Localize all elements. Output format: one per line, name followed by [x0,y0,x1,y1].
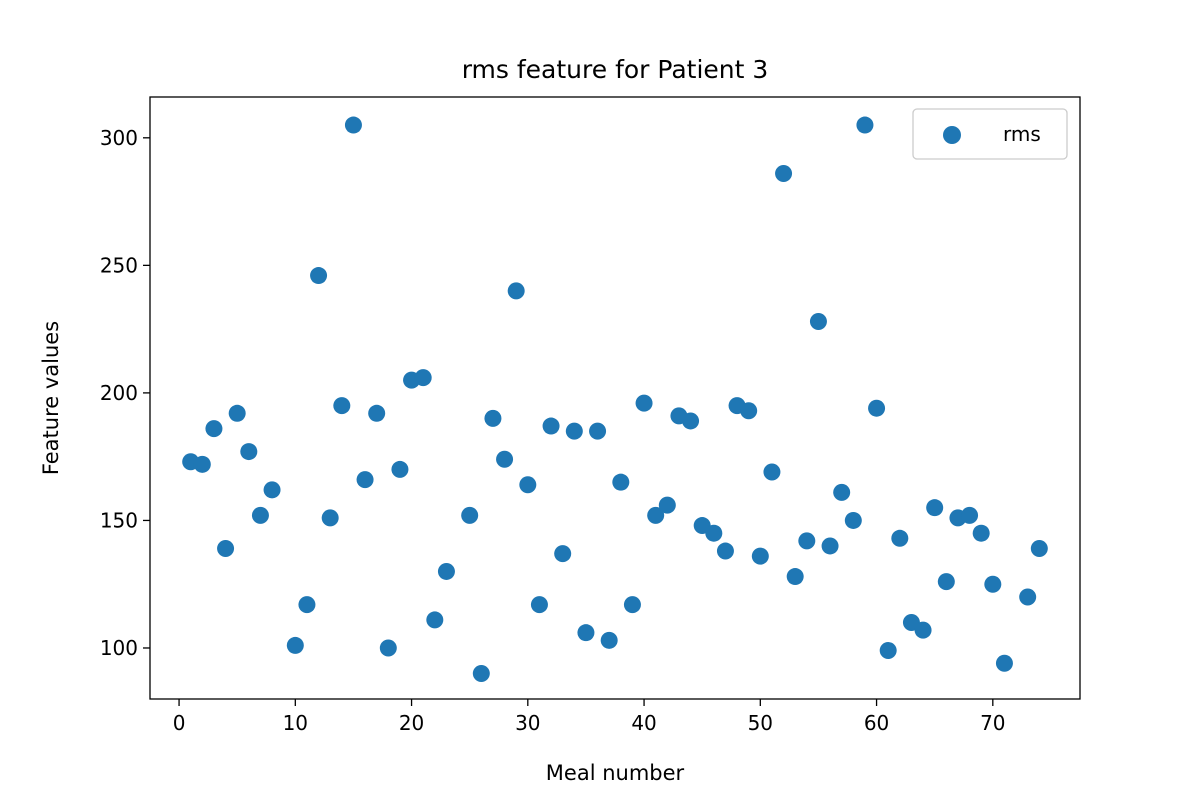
y-tick-label: 300 [100,126,138,150]
data-point [798,532,816,550]
data-point [937,573,955,591]
data-point [705,524,723,542]
y-tick-label: 100 [100,636,138,660]
data-point [333,397,351,415]
data-point [647,506,665,524]
data-point [496,450,514,468]
data-point [856,116,874,134]
data-point [542,417,560,435]
data-point [437,562,455,580]
data-point [519,476,537,494]
data-point [426,611,444,629]
data-point [612,473,630,491]
data-point [589,422,607,440]
x-axis-label: Meal number [546,761,685,785]
data-point [565,422,583,440]
data-point [891,529,909,547]
data-point [682,412,700,430]
data-point [414,369,432,387]
data-point [786,568,804,586]
data-point [623,596,641,614]
data-point [961,506,979,524]
data-point [472,664,490,682]
data-point [972,524,990,542]
x-tick-label: 40 [631,711,656,735]
data-point [217,540,235,557]
plot-area [182,116,1048,682]
data-point [379,639,397,657]
data-point [228,404,246,422]
data-point [577,624,595,642]
data-point [298,596,316,614]
legend-marker [943,126,961,144]
x-tick-label: 0 [173,711,186,735]
y-tick-label: 250 [100,253,138,277]
data-point [600,631,618,649]
y-axis-label: Feature values [39,321,63,475]
x-tick-label: 10 [283,711,308,735]
data-point [879,642,897,660]
data-point [321,509,339,527]
data-point [554,545,572,563]
data-point [251,506,269,524]
data-point [995,654,1013,672]
data-point [263,481,281,499]
data-point [530,596,548,614]
data-point [1030,540,1048,557]
data-point [484,409,502,427]
data-point [914,621,932,639]
x-tick-label: 70 [980,711,1005,735]
data-point [344,116,362,134]
y-tick-label: 150 [100,508,138,532]
data-point [205,420,223,438]
x-tick-label: 30 [515,711,540,735]
y-tick-label: 200 [100,381,138,405]
data-point [286,636,304,654]
data-point [775,165,793,183]
legend: rms [912,108,1068,160]
y-axis: 100 150 200 250 300 [100,126,150,660]
data-point [368,404,386,422]
x-tick-label: 60 [864,711,889,735]
data-point [809,312,827,330]
data-point [833,483,851,501]
data-point [740,402,758,420]
data-point [507,282,525,300]
data-point [391,460,409,478]
data-point [763,463,781,481]
axes-frame [149,96,1081,700]
data-point [926,499,944,517]
data-point [821,537,839,555]
x-tick-label: 20 [399,711,424,735]
data-point [716,542,734,560]
data-point [635,394,653,412]
data-point [240,443,258,461]
data-point [658,496,676,514]
x-tick-label: 50 [748,711,773,735]
x-axis: 0 10 20 30 40 50 60 70 [173,699,1006,735]
data-point [461,506,479,524]
data-point [868,399,886,417]
data-point [844,511,862,529]
data-point [1019,588,1037,606]
data-point [751,547,769,565]
legend-frame [912,108,1068,160]
data-point [310,267,328,285]
chart-title: rms feature for Patient 3 [462,55,769,84]
legend-label-rms: rms [1003,122,1041,146]
data-point [356,471,374,489]
data-point [984,575,1002,593]
data-point [193,455,211,473]
